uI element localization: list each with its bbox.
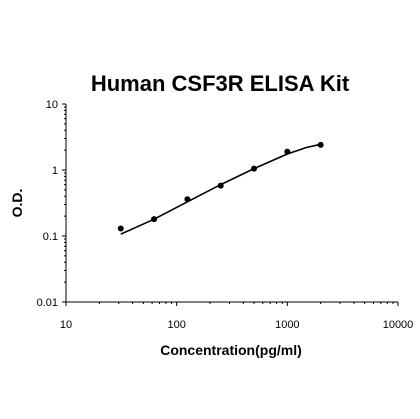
data-point — [184, 196, 191, 203]
data-point — [317, 141, 324, 148]
data-point — [251, 165, 258, 172]
y-axis-label: O.D. — [9, 189, 25, 218]
chart-title: Human CSF3R ELISA Kit — [91, 71, 350, 96]
y-tick-label: 10 — [46, 99, 58, 111]
x-tick-label: 1000 — [275, 319, 299, 331]
y-tick-label: 0.01 — [37, 297, 58, 309]
data-point — [151, 216, 158, 223]
x-tick-label: 10 — [60, 319, 72, 331]
fit-curve — [120, 143, 321, 235]
y-tick-label: 0.1 — [43, 231, 58, 243]
y-tick-label: 1 — [52, 165, 58, 177]
x-axis-label: Concentration(pg/ml) — [160, 342, 302, 358]
data-point — [117, 225, 124, 232]
x-tick-label: 10000 — [383, 319, 414, 331]
x-tick-label: 100 — [167, 319, 185, 331]
data-point — [217, 182, 224, 189]
data-point — [284, 148, 291, 155]
